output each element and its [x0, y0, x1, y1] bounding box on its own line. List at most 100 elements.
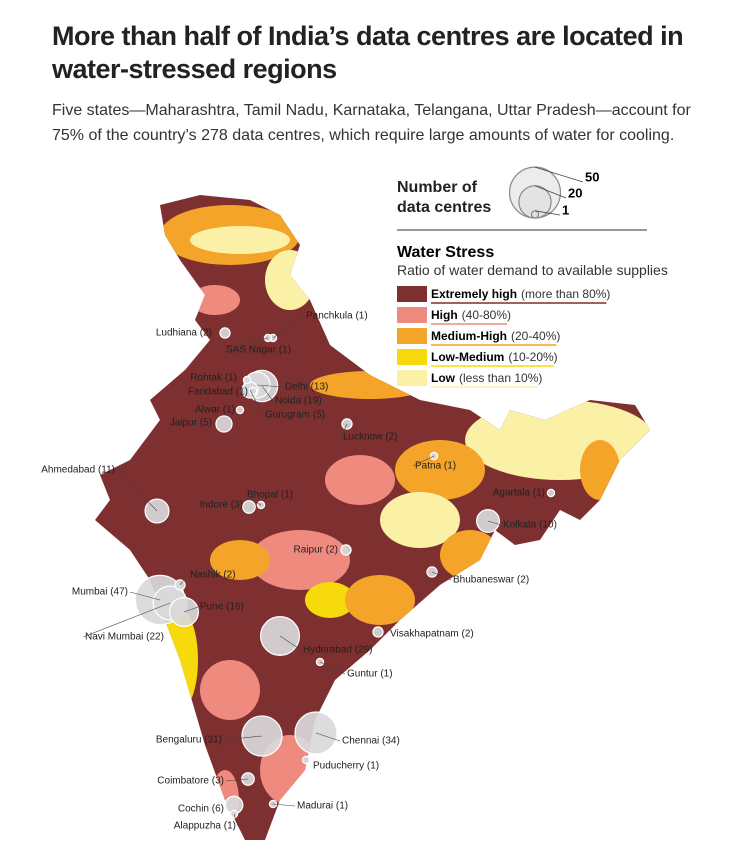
city-label: Ludhiana (2) — [156, 328, 212, 339]
stress-label: Medium-High — [431, 329, 507, 343]
size-legend-leader — [534, 210, 561, 216]
size-legend-leader — [534, 185, 567, 199]
size-legend-title-box: Number of data centres — [397, 179, 492, 216]
city-leader — [319, 661, 346, 675]
city-bubble — [546, 488, 556, 498]
city-leader — [183, 606, 199, 613]
city-label: Patna (1) — [415, 461, 456, 472]
city-leader — [412, 455, 435, 467]
city-leader — [223, 337, 269, 351]
city-leader — [223, 735, 263, 741]
size-legend-label: 1 — [562, 202, 569, 217]
city-label: Hyderabad (29) — [303, 645, 372, 656]
city-label: Jaipur (5) — [170, 418, 212, 429]
city-label: Delhi (13) — [285, 382, 328, 393]
city-bubble — [235, 405, 245, 415]
city-bubble — [242, 375, 252, 385]
stress-swatch — [397, 370, 427, 386]
city-leader — [249, 389, 264, 416]
city-label: Raipur (2) — [294, 545, 338, 556]
city-label: Alwar (1) — [195, 405, 235, 416]
city-leader — [225, 778, 249, 782]
city-label: Bhopal (1) — [247, 490, 293, 501]
size-legend-title: Number of data centres — [397, 179, 492, 216]
city-leader — [256, 384, 284, 388]
city-leader — [261, 385, 274, 402]
city-leader — [315, 732, 341, 742]
stress-swatch — [397, 328, 427, 344]
stress-swatch — [397, 307, 427, 323]
city-label: Ahmedabad (11) — [41, 465, 115, 476]
city-leader — [129, 591, 161, 601]
city-leader — [487, 520, 502, 526]
size-legend-label: 50 — [585, 169, 599, 184]
city-label: Guntur (1) — [347, 669, 393, 680]
city-label: Gurugram (5) — [265, 410, 325, 421]
city-label: Lucknow (2) — [343, 432, 397, 443]
city-label: Alappuzha (1) — [174, 821, 236, 832]
city-bubble — [219, 327, 231, 339]
city-label: Faridabad (1) — [188, 387, 248, 398]
city-label: Puducherry (1) — [313, 761, 379, 772]
stress-label: Extremely high — [431, 287, 517, 301]
stress-swatch — [397, 286, 427, 302]
size-legend-label: 20 — [568, 185, 582, 200]
city-label: Navi Mumbai (22) — [85, 632, 164, 643]
stress-legend-entry: Extremely high (more than 80%) — [431, 287, 610, 301]
city-leader — [272, 803, 296, 807]
city-label: Coimbatore (3) — [157, 776, 224, 787]
city-label: Madurai (1) — [297, 801, 348, 812]
city-leader — [431, 571, 452, 581]
stress-legend-entry: Low (less than 10%) — [431, 371, 542, 385]
city-label: Noida (19) — [275, 396, 322, 407]
stress-legend-subtitle: Ratio of water demand to available suppl… — [397, 262, 668, 278]
size-legend-leader — [534, 166, 584, 183]
city-label: Nashik (2) — [190, 570, 236, 581]
stress-range: (40-80%) — [462, 308, 511, 322]
stress-label: Low — [431, 371, 456, 385]
city-label: Visakhapatnam (2) — [390, 629, 474, 640]
city-bubble — [215, 415, 233, 433]
city-label: Bhubaneswar (2) — [453, 575, 529, 586]
stress-range: (less than 10%) — [459, 371, 542, 385]
size-legend-circle — [530, 210, 540, 219]
city-label: SAS Nagar (1) — [226, 345, 291, 356]
city-leader — [279, 635, 302, 651]
city-bubble — [340, 544, 352, 556]
city-label: Bengaluru (31) — [156, 735, 222, 746]
city-label: Mumbai (47) — [72, 587, 128, 598]
city-label: Agartala (1) — [493, 488, 545, 499]
stress-legend-entry: Low-Medium (10-20%) — [431, 350, 558, 364]
title: More than half of India’s data centres a… — [52, 21, 684, 84]
city-leader — [340, 423, 348, 438]
city-label: Chennai (34) — [342, 736, 400, 747]
stress-legend-entry: Medium-High (20-40%) — [431, 329, 560, 343]
stress-range: (more than 80%) — [521, 287, 610, 301]
city-leader — [116, 469, 158, 512]
city-leader — [82, 602, 171, 638]
city-label: Pune (16) — [200, 602, 244, 613]
city-leader — [244, 494, 262, 506]
stress-legend-entry: High (40-80%) — [431, 308, 511, 322]
stress-swatch — [397, 349, 427, 365]
city-bubble — [242, 500, 256, 514]
water-stress-regions — [95, 195, 650, 840]
city-bubble — [301, 755, 311, 765]
city-label: Indore (3) — [200, 500, 243, 511]
stress-range: (10-20%) — [508, 350, 557, 364]
stress-legend-title: Water Stress — [397, 244, 494, 261]
city-leader — [272, 315, 305, 339]
stress-range: (20-40%) — [511, 329, 560, 343]
city-bubble — [372, 626, 384, 638]
stress-label: High — [431, 308, 458, 322]
city-leader — [233, 813, 239, 827]
stress-label: Low-Medium — [431, 350, 504, 364]
city-label: Cochin (6) — [178, 804, 224, 815]
city-label: Rohtak (1) — [190, 373, 237, 384]
subtitle: Five states—Maharashtra, Tamil Nadu, Kar… — [52, 102, 691, 144]
city-label: Kolkata (10) — [503, 520, 557, 531]
city-label: Panchkula (1) — [306, 311, 368, 322]
city-leader — [179, 574, 189, 586]
